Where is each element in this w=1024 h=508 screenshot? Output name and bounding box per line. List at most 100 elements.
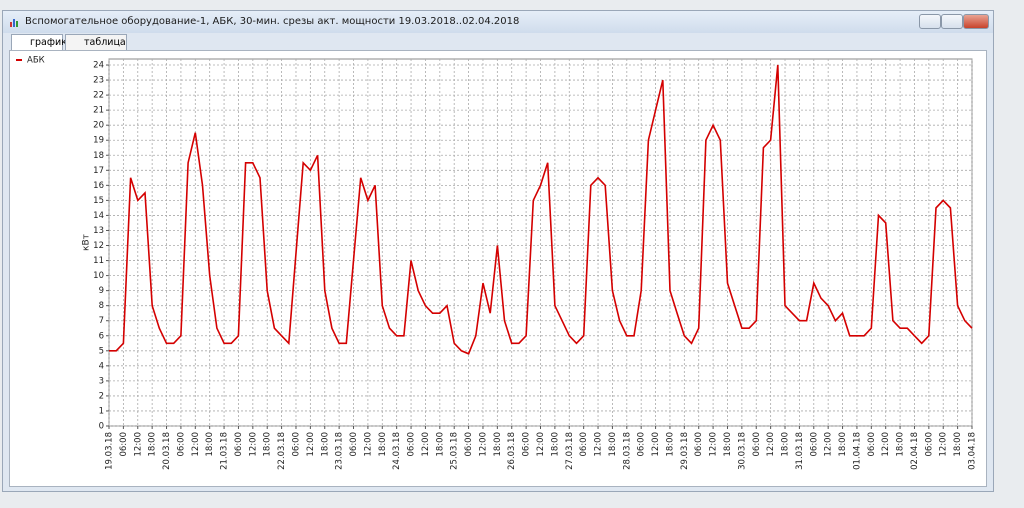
y-tick-label: 18 bbox=[93, 151, 104, 161]
x-tick-label: 06:00 bbox=[752, 432, 762, 457]
chart-panel: 0 1 2 3 4 5 6 7 8 9 10 11 12 13 14 15 16 17 18 19 20 21 22 23 24… bbox=[9, 50, 987, 487]
x-tick-label: 12:00 bbox=[651, 432, 661, 457]
y-tick-label: 3 bbox=[99, 376, 104, 386]
x-tick-label: 18:00 bbox=[896, 432, 906, 457]
x-tick-label: 30.03.18 bbox=[737, 432, 747, 470]
legend-label: АБК bbox=[27, 56, 45, 66]
x-tick-label: 12:00 bbox=[306, 432, 316, 457]
x-tick-label: 12:00 bbox=[824, 432, 834, 457]
tab[interactable]: таблица bbox=[65, 34, 127, 50]
x-tick-label: 06:00 bbox=[176, 432, 186, 457]
x-tick-label: 12:00 bbox=[363, 432, 373, 457]
y-tick-label: 12 bbox=[93, 241, 104, 251]
x-tick-label: 12:00 bbox=[766, 432, 776, 457]
x-tick-label: 12:00 bbox=[536, 432, 546, 457]
x-tick-label: 21.03.18 bbox=[220, 432, 230, 470]
y-tick-label: 9 bbox=[99, 286, 104, 296]
x-tick-label: 12:00 bbox=[478, 432, 488, 457]
x-tick-label: 18:00 bbox=[608, 432, 618, 457]
y-tick-label: 17 bbox=[93, 166, 104, 176]
y-tick-label: 23 bbox=[93, 76, 104, 86]
x-tick-label: 18:00 bbox=[723, 432, 733, 457]
x-tick-label: 18:00 bbox=[953, 432, 963, 457]
x-tick-label: 12:00 bbox=[191, 432, 201, 457]
x-tick-label: 12:00 bbox=[133, 432, 143, 457]
y-tick-label: 24 bbox=[93, 61, 104, 71]
x-tick-label: 12:00 bbox=[248, 432, 258, 457]
x-tick-label: 20.03.18 bbox=[162, 432, 172, 470]
y-tick-label: 2 bbox=[99, 391, 104, 401]
x-tick-label: 18:00 bbox=[838, 432, 848, 457]
x-tick-label: 06:00 bbox=[349, 432, 359, 457]
y-tick-label: 4 bbox=[99, 361, 104, 371]
x-tick-label: 28.03.18 bbox=[622, 432, 632, 470]
title-bar: Вспомогательное оборудование-1, АБК, 30-… bbox=[3, 11, 993, 33]
y-tick-label: 8 bbox=[99, 301, 104, 311]
y-tick-label: 6 bbox=[99, 331, 104, 341]
x-tick-label: 12:00 bbox=[421, 432, 431, 457]
x-tick-label: 06:00 bbox=[579, 432, 589, 457]
y-tick-label: 10 bbox=[93, 271, 104, 281]
x-tick-label: 24.03.18 bbox=[392, 432, 402, 470]
x-tick-label: 06:00 bbox=[119, 432, 129, 457]
x-tick-label: 29.03.18 bbox=[680, 432, 690, 470]
x-tick-label: 19.03.18 bbox=[105, 432, 115, 470]
chart: 0123456789101112131415161718192021222324… bbox=[16, 56, 978, 470]
x-tick-label: 18:00 bbox=[320, 432, 330, 457]
x-tick-label: 06:00 bbox=[867, 432, 877, 457]
x-tick-label: 06:00 bbox=[637, 432, 647, 457]
x-tick-label: 18:00 bbox=[435, 432, 445, 457]
maximize-button[interactable] bbox=[941, 14, 963, 29]
x-tick-label: 06:00 bbox=[407, 432, 417, 457]
x-tick-label: 06:00 bbox=[924, 432, 934, 457]
x-tick-label: 02.04.18 bbox=[910, 432, 920, 470]
x-tick-label: 01.04.18 bbox=[852, 432, 862, 470]
x-tick-label: 18:00 bbox=[550, 432, 560, 457]
y-tick-label: 11 bbox=[93, 256, 104, 266]
y-tick-label: 7 bbox=[99, 316, 104, 326]
x-tick-label: 12:00 bbox=[881, 432, 891, 457]
plot-area bbox=[108, 58, 973, 427]
x-tick-label: 06:00 bbox=[694, 432, 704, 457]
y-tick-label: 20 bbox=[93, 121, 104, 131]
app-icon bbox=[10, 19, 18, 27]
x-tick-label: 27.03.18 bbox=[565, 432, 575, 470]
x-tick-label: 12:00 bbox=[939, 432, 949, 457]
x-tick-label: 18:00 bbox=[205, 432, 215, 457]
y-tick-label: 16 bbox=[93, 181, 104, 191]
y-tick-label: 1 bbox=[99, 406, 104, 416]
x-tick-label: 25.03.18 bbox=[450, 432, 460, 470]
window: Вспомогательное оборудование-1, АБК, 30-… bbox=[2, 10, 994, 492]
x-tick-label: 22.03.18 bbox=[277, 432, 287, 470]
x-tick-label: 23.03.18 bbox=[335, 432, 345, 470]
x-tick-label: 18:00 bbox=[781, 432, 791, 457]
x-tick-label: 06:00 bbox=[809, 432, 819, 457]
y-tick-label: 0 bbox=[99, 422, 104, 432]
data-line bbox=[109, 64, 973, 355]
y-tick-label: 22 bbox=[93, 91, 104, 101]
y-tick-label: 13 bbox=[93, 226, 104, 236]
y-axis-label: кВт bbox=[82, 234, 92, 251]
tab[interactable]: график bbox=[11, 34, 67, 51]
x-tick-label: 26.03.18 bbox=[507, 432, 517, 470]
y-tick-label: 14 bbox=[93, 211, 104, 221]
x-tick-label: 18:00 bbox=[148, 432, 158, 457]
x-tick-label: 06:00 bbox=[291, 432, 301, 457]
x-tick-label: 18:00 bbox=[263, 432, 273, 457]
x-tick-label: 31.03.18 bbox=[795, 432, 805, 470]
y-tick-label: 21 bbox=[93, 106, 104, 116]
x-tick-label: 06:00 bbox=[464, 432, 474, 457]
x-tick-label: 06:00 bbox=[234, 432, 244, 457]
close-button[interactable] bbox=[963, 14, 989, 29]
y-tick-label: 5 bbox=[99, 346, 104, 356]
y-tick-label: 19 bbox=[93, 136, 104, 146]
x-tick-label: 12:00 bbox=[594, 432, 604, 457]
x-tick-label: 03.04.18 bbox=[968, 432, 978, 470]
minimize-button[interactable] bbox=[919, 14, 941, 29]
x-tick-label: 18:00 bbox=[378, 432, 388, 457]
x-tick-label: 18:00 bbox=[665, 432, 675, 457]
x-tick-label: 06:00 bbox=[522, 432, 532, 457]
x-tick-label: 18:00 bbox=[493, 432, 503, 457]
window-title: Вспомогательное оборудование-1, АБК, 30-… bbox=[25, 16, 520, 27]
